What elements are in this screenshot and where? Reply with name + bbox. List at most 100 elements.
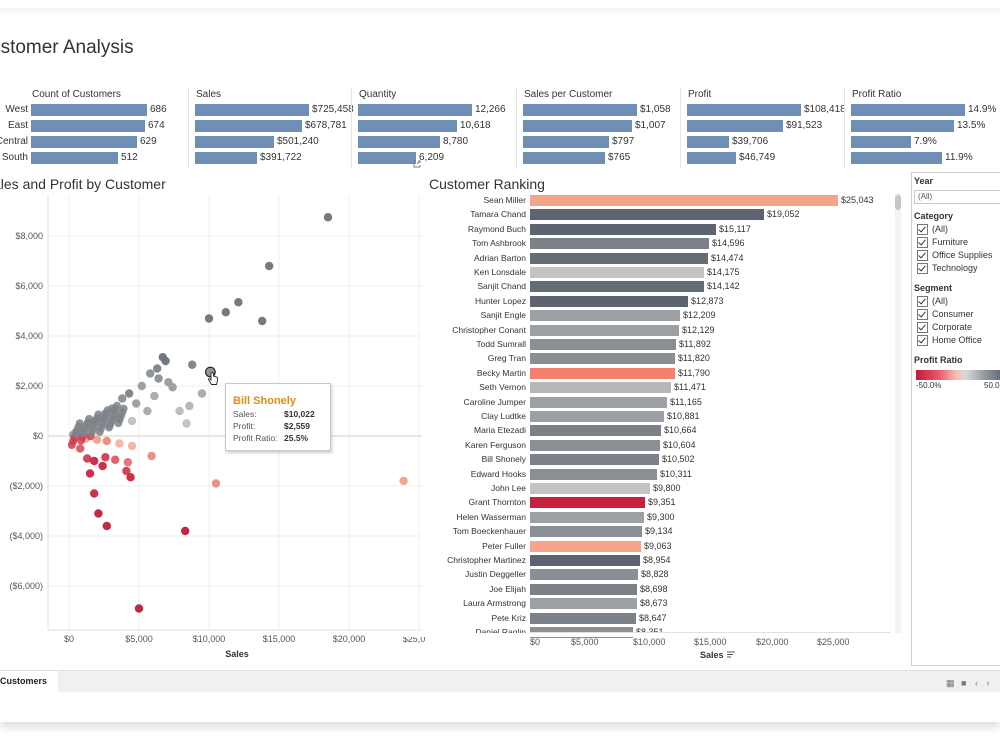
prev-icon[interactable]: ‹ [974, 678, 978, 688]
ranking-bar[interactable] [530, 526, 642, 537]
ranking-customer-name[interactable]: Helen Wasserman [456, 512, 526, 522]
ranking-bar[interactable] [530, 512, 644, 523]
scatter-point[interactable] [125, 389, 134, 398]
ranking-bar[interactable] [530, 209, 764, 220]
segment-option[interactable]: Consumer [917, 309, 974, 321]
checkbox[interactable] [917, 309, 928, 321]
ranking-bar[interactable] [530, 353, 675, 364]
scatter-point[interactable] [76, 444, 85, 453]
scatter-point[interactable] [234, 298, 243, 307]
scatter-plot[interactable]: $8,000 $6,000 $4,000 $2,000 $0 ($2,000) ($4,00… [0, 195, 425, 665]
scatter-point[interactable] [181, 526, 190, 536]
ranking-bar[interactable] [530, 613, 636, 624]
ranking-bar[interactable] [530, 555, 640, 566]
scatter-point[interactable] [126, 473, 135, 482]
kpi-bar[interactable] [687, 136, 729, 148]
ranking-customer-name[interactable]: Adrian Barton [474, 253, 526, 263]
ranking-customer-name[interactable]: Ken Lonsdale [474, 267, 526, 277]
scatter-point[interactable] [102, 521, 112, 531]
ranking-customer-name[interactable]: Raymond Buch [467, 224, 526, 234]
kpi-bar[interactable] [358, 152, 416, 164]
scatter-point[interactable] [122, 466, 131, 476]
scatter-point[interactable] [101, 453, 110, 462]
ranking-bar[interactable] [530, 368, 675, 379]
scatter-point[interactable] [150, 391, 159, 401]
category-option[interactable]: Office Supplies [917, 250, 992, 262]
kpi-bar[interactable] [195, 136, 274, 148]
kpi-bar[interactable] [31, 136, 137, 148]
scatter-point[interactable] [188, 360, 197, 369]
category-option[interactable]: Technology [917, 263, 978, 275]
ranking-customer-name[interactable]: Daniel Raglin [475, 627, 526, 637]
scatter-point[interactable] [143, 406, 152, 416]
scatter-point[interactable] [113, 401, 122, 410]
ranking-customer-name[interactable]: Greg Tran [487, 353, 526, 363]
scatter-point[interactable] [175, 406, 184, 416]
scatter-point[interactable] [111, 455, 120, 464]
ranking-bar[interactable] [530, 569, 638, 580]
scatter-point[interactable] [399, 476, 408, 486]
ranking-bar[interactable] [530, 397, 667, 408]
ranking-customer-name[interactable]: Todd Sumrall [476, 339, 526, 349]
scatter-point[interactable] [115, 439, 124, 448]
single-view-icon[interactable]: ■ [961, 678, 967, 688]
scatter-point[interactable] [90, 456, 99, 466]
ranking-bar[interactable] [530, 541, 641, 552]
ranking-customer-name[interactable]: Peter Fuller [482, 541, 526, 551]
ranking-customer-name[interactable]: Karen Ferguson [465, 440, 526, 450]
ranking-customer-name[interactable]: Joe Elijah [489, 584, 526, 594]
sort-icon[interactable] [726, 650, 736, 659]
year-dropdown[interactable]: (All) [914, 190, 1000, 204]
kpi-bar[interactable] [687, 120, 783, 132]
checkbox[interactable] [917, 237, 928, 249]
ranking-customer-name[interactable]: Christopher Conant [452, 325, 526, 335]
ranking-customer-name[interactable]: Caroline Jumper [463, 397, 526, 407]
scatter-point[interactable] [92, 435, 102, 444]
ranking-customer-name[interactable]: Clay Ludtke [481, 411, 526, 421]
ranking-bar[interactable] [530, 267, 704, 278]
kpi-bar[interactable] [195, 120, 302, 132]
kpi-bar[interactable] [358, 104, 472, 116]
kpi-bar[interactable] [31, 104, 147, 116]
ranking-bar[interactable] [530, 224, 716, 235]
checkbox[interactable] [917, 250, 928, 262]
scatter-point[interactable] [119, 404, 128, 413]
scatter-point[interactable] [123, 458, 132, 467]
checkbox[interactable] [917, 224, 928, 236]
ranking-bar[interactable] [530, 339, 676, 350]
scatter-point[interactable] [146, 369, 155, 378]
checkbox[interactable] [917, 322, 928, 334]
scatter-point[interactable] [258, 316, 267, 326]
segment-option[interactable]: Home Office [917, 335, 982, 347]
ranking-customer-name[interactable]: Christopher Martinez [447, 555, 526, 565]
ranking-bar[interactable] [530, 483, 650, 494]
ranking-customer-name[interactable]: Laura Armstrong [463, 598, 526, 608]
checkbox[interactable] [917, 335, 928, 347]
scatter-point[interactable] [102, 436, 112, 446]
scatter-point[interactable] [127, 416, 137, 426]
ranking-bar[interactable] [530, 195, 838, 206]
kpi-bar[interactable] [687, 152, 736, 164]
kpi-bar[interactable] [523, 104, 637, 116]
scatter-point[interactable] [118, 394, 127, 403]
scatter-point[interactable] [161, 356, 170, 366]
ranking-bar[interactable] [530, 296, 688, 307]
ranking-bar[interactable] [530, 598, 637, 609]
ranking-customer-name[interactable]: Justin Deggeller [465, 569, 526, 579]
kpi-bar[interactable] [851, 120, 954, 132]
scatter-point[interactable] [221, 308, 230, 317]
kpi-bar[interactable] [31, 152, 118, 164]
ranking-customer-name[interactable]: Tamara Chand [470, 209, 526, 219]
checkbox[interactable] [917, 296, 928, 308]
scatter-point[interactable] [103, 406, 112, 415]
scatter-point[interactable] [94, 410, 103, 419]
ranking-bar[interactable] [530, 310, 680, 321]
ranking-bar[interactable] [530, 411, 664, 422]
ranking-bar[interactable] [530, 497, 645, 508]
ranking-customer-name[interactable]: John Lee [491, 483, 526, 493]
ranking-customer-name[interactable]: Seth Vernon [479, 382, 526, 392]
scatter-point[interactable] [132, 399, 141, 408]
ranking-customer-name[interactable]: Pete Kriz [491, 613, 527, 623]
ranking-customer-name[interactable]: Bill Shonely [481, 454, 526, 464]
segment-option[interactable]: (All) [917, 296, 948, 308]
